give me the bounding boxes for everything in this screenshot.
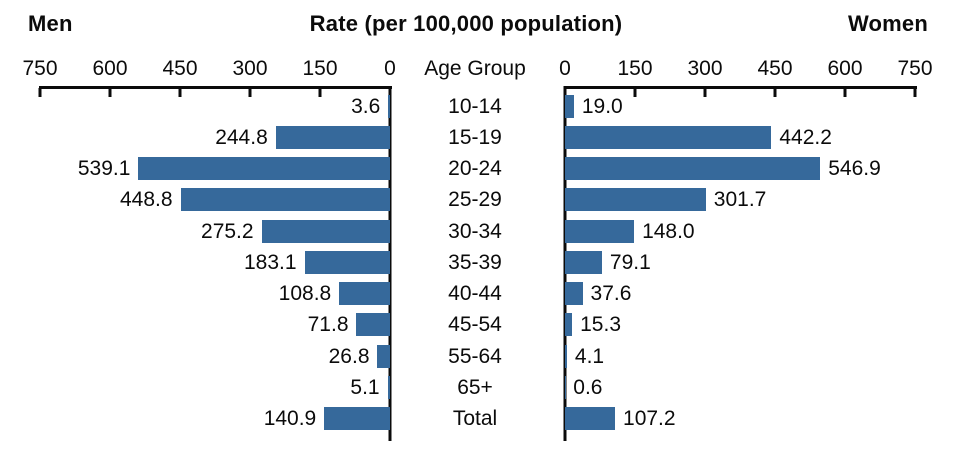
- men-axis-tick-mark: [248, 88, 252, 97]
- women-bar: [565, 282, 583, 305]
- women-value-label: 79.1: [609, 250, 651, 274]
- men-bar: [138, 157, 390, 180]
- women-axis-tick-mark: [633, 88, 637, 97]
- women-axis-tick-mark: [773, 88, 777, 97]
- women-axis-tick-mark: [703, 88, 707, 97]
- men-bar: [261, 219, 390, 243]
- age-group-label: 15-19: [448, 125, 502, 149]
- women-value-label: 301.7: [713, 188, 767, 212]
- women-value-label: 107.2: [623, 407, 676, 430]
- men-bar: [324, 407, 390, 430]
- women-axis-tick-label: 150: [617, 57, 653, 80]
- men-axis-tick-mark: [318, 88, 322, 97]
- men-zero-baseline: [388, 86, 392, 441]
- age-group-label: 10-14: [448, 94, 502, 118]
- men-value-label: 275.2: [201, 219, 254, 243]
- men-value-label: 108.8: [278, 282, 332, 305]
- men-value-label: 183.1: [244, 250, 297, 274]
- men-bar: [387, 375, 390, 399]
- age-group-label: Total: [452, 407, 498, 430]
- men-axis-tick-label: 300: [232, 57, 268, 80]
- men-axis-tick-mark: [178, 88, 182, 97]
- men-header: Men: [28, 11, 73, 36]
- women-value-label: 19.0: [581, 94, 623, 118]
- women-bar: [565, 313, 573, 337]
- men-axis-line: [38, 86, 392, 89]
- women-value-label: 442.2: [779, 125, 832, 149]
- age-group-label: 25-29: [448, 188, 502, 212]
- men-bar: [339, 282, 390, 305]
- men-bar: [275, 125, 390, 149]
- women-axis-tick-label: 300: [687, 57, 723, 80]
- women-value-label: 0.6: [573, 375, 603, 399]
- women-bar: [565, 344, 567, 368]
- women-bar: [565, 407, 616, 430]
- age-group-label: 30-34: [448, 219, 502, 243]
- men-value-label: 26.8: [328, 344, 370, 368]
- age-group-label: 45-54: [448, 313, 502, 337]
- men-axis-tick-label: 750: [22, 57, 58, 80]
- age-group-axis-title: Age Group: [424, 57, 526, 80]
- women-bar: [565, 94, 574, 118]
- age-group-label: 35-39: [448, 250, 502, 274]
- men-axis-tick-mark: [108, 88, 112, 97]
- men-value-label: 244.8: [215, 125, 268, 149]
- men-bar: [377, 344, 390, 368]
- chart-title: Rate (per 100,000 population): [309, 11, 623, 36]
- men-bar: [180, 188, 390, 212]
- women-value-label: 546.9: [828, 157, 881, 180]
- men-axis-tick-label: 0: [384, 57, 396, 80]
- men-value-label: 448.8: [120, 188, 173, 212]
- women-bar: [565, 219, 635, 243]
- women-bar: [565, 188, 706, 212]
- men-value-label: 140.9: [263, 407, 317, 430]
- women-axis-line: [563, 86, 917, 89]
- women-axis-tick-mark: [913, 88, 917, 97]
- women-axis-tick-mark: [843, 88, 847, 97]
- men-value-label: 3.6: [351, 94, 381, 118]
- men-axis-tick-label: 600: [92, 57, 128, 80]
- men-bar: [388, 94, 390, 118]
- women-bar: [565, 250, 602, 274]
- women-header: Women: [847, 11, 928, 36]
- men-value-label: 71.8: [307, 313, 349, 337]
- age-group-label: 40-44: [448, 282, 502, 305]
- age-group-label: 20-24: [448, 157, 502, 180]
- women-bar: [565, 157, 821, 180]
- age-group-label: 55-64: [448, 344, 502, 368]
- men-axis-tick-mark: [38, 88, 42, 97]
- women-axis-tick-label: 600: [827, 57, 863, 80]
- age-group-label: 65+: [457, 375, 493, 399]
- women-value-label: 4.1: [574, 344, 605, 368]
- women-value-label: 37.6: [590, 282, 632, 305]
- women-bar: [565, 125, 772, 149]
- men-axis-tick-label: 150: [302, 57, 338, 80]
- women-axis-tick-label: 750: [897, 57, 933, 80]
- women-axis-tick-label: 450: [757, 57, 793, 80]
- men-value-label: 5.1: [350, 375, 380, 399]
- women-value-label: 148.0: [642, 219, 695, 243]
- women-value-label: 15.3: [580, 313, 621, 337]
- men-bar: [356, 313, 390, 337]
- men-bar: [304, 250, 390, 274]
- women-axis-tick-label: 0: [559, 57, 571, 80]
- men-axis-tick-label: 450: [162, 57, 198, 80]
- men-value-label: 539.1: [77, 157, 131, 180]
